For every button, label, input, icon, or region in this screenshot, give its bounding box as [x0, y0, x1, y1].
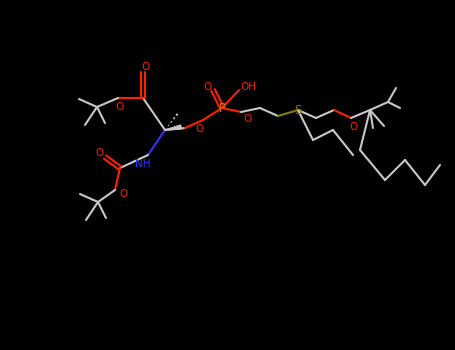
Text: O: O	[244, 114, 252, 124]
Text: S: S	[294, 104, 302, 117]
Text: O: O	[195, 124, 203, 134]
Text: OH: OH	[240, 82, 256, 92]
Text: O: O	[119, 189, 127, 199]
Text: O: O	[141, 62, 149, 72]
Text: O: O	[95, 148, 103, 158]
Text: O: O	[350, 122, 358, 132]
Polygon shape	[165, 125, 182, 130]
Text: NH: NH	[135, 159, 151, 169]
Text: O: O	[115, 102, 123, 112]
Text: O: O	[203, 82, 211, 92]
Text: P: P	[218, 102, 226, 114]
